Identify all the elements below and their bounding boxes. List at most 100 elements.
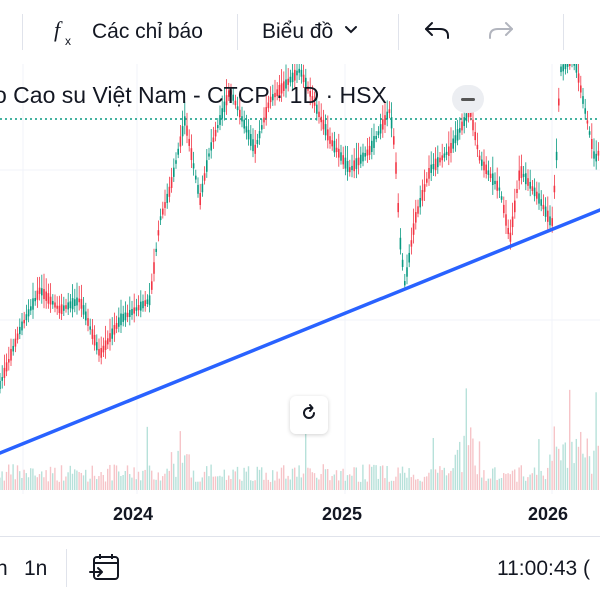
candle-body [305, 77, 307, 90]
candle-body [19, 326, 21, 335]
volume-bar [181, 462, 184, 490]
redo-button[interactable] [486, 12, 516, 52]
volume-bar [261, 467, 263, 490]
volume-bar [443, 467, 445, 490]
candle-body [529, 181, 531, 189]
volume-bar [113, 464, 115, 490]
candle-body [153, 262, 155, 274]
candle-body [379, 124, 382, 134]
candle-body [335, 147, 338, 153]
function-icon: f x [52, 17, 78, 48]
volume-bar [190, 477, 192, 490]
volume-bar [373, 464, 375, 490]
candle-body [219, 115, 221, 125]
volume-bar [256, 466, 258, 490]
candle-body [122, 313, 124, 322]
volume-bar [151, 470, 153, 490]
clock-label[interactable]: 11:00:43 ( [497, 557, 591, 580]
chart-type-button[interactable]: Biểu đồ [262, 12, 359, 52]
volume-bar [203, 471, 206, 490]
volume-bar [316, 477, 318, 490]
candle-body [507, 227, 509, 235]
candle-body [368, 145, 371, 155]
candle-body [287, 78, 289, 85]
volume-bar [582, 453, 584, 490]
volume-bar [236, 466, 239, 490]
candle-body [234, 100, 237, 106]
volume-bar [107, 468, 109, 490]
candle-body [432, 163, 435, 170]
toolbar-separator [66, 549, 67, 587]
candle-body [52, 301, 54, 305]
volume-bar [492, 468, 494, 490]
candle-body [540, 199, 542, 206]
volume-bar [8, 464, 10, 490]
candle-body [3, 367, 6, 378]
x-tick-label: 2026 [528, 504, 569, 524]
candle-body [289, 76, 292, 83]
candle-body [439, 157, 441, 163]
volume-bar [549, 454, 551, 490]
candle-body [406, 267, 408, 277]
candle-body [430, 164, 432, 173]
candle-body [221, 108, 223, 119]
candle-body [36, 290, 39, 300]
candle-body [544, 206, 547, 217]
volume-bar [542, 475, 544, 490]
candle-body [164, 202, 166, 208]
date-range-icon[interactable] [88, 551, 122, 590]
volume-bar [489, 478, 492, 490]
volume-bar [395, 476, 397, 490]
volume-bar [456, 449, 459, 490]
candle-body [162, 208, 164, 215]
indicators-button[interactable]: f x Các chỉ báo [52, 12, 203, 52]
price-chart[interactable] [0, 64, 600, 494]
volume-bar [461, 472, 463, 490]
toolbar-separator [563, 14, 564, 50]
volume-bar [340, 471, 342, 490]
candle-body [236, 106, 239, 111]
candle-body [179, 136, 182, 147]
candle-body [401, 259, 404, 267]
volume-bar [14, 479, 16, 490]
candle-body [514, 200, 516, 213]
candle-body [597, 150, 600, 156]
volume-bar [74, 469, 76, 490]
candle-body [505, 214, 507, 226]
candle-body [142, 301, 144, 309]
volume-bar [45, 470, 47, 490]
volume-bar [470, 427, 472, 490]
volume-bar [252, 480, 254, 490]
candle-body [56, 305, 58, 309]
candle-body [65, 305, 67, 309]
volume-bar [250, 480, 252, 490]
volume-bar [388, 481, 390, 490]
candle-body [384, 115, 386, 125]
candle-body [199, 193, 201, 205]
volume-bar [179, 431, 181, 490]
volume-bar [239, 479, 241, 490]
candle-body [423, 184, 426, 192]
undo-button[interactable] [422, 12, 452, 52]
volume-bar [322, 464, 324, 490]
time-axis[interactable]: 2024 2025 2026 [0, 496, 600, 532]
volume-bar [115, 465, 118, 490]
candle-body [575, 64, 578, 73]
volume-bar [80, 472, 82, 490]
reset-chart-button[interactable] [290, 396, 328, 434]
candle-body [155, 248, 157, 252]
volume-bar [170, 452, 173, 490]
chart-canvas[interactable] [0, 64, 600, 494]
range-button-partial[interactable]: n [0, 557, 8, 580]
candle-body [298, 68, 300, 73]
candle-body [481, 159, 483, 166]
volume-bar [38, 474, 41, 490]
trendline [0, 208, 600, 455]
candle-body [437, 157, 439, 168]
range-button-1n[interactable]: 1n [24, 557, 48, 580]
candle-body [456, 129, 459, 141]
collapse-legend-button[interactable] [452, 85, 484, 113]
volume-bar [162, 476, 164, 490]
candle-body [190, 148, 193, 161]
candle-body [23, 319, 25, 324]
